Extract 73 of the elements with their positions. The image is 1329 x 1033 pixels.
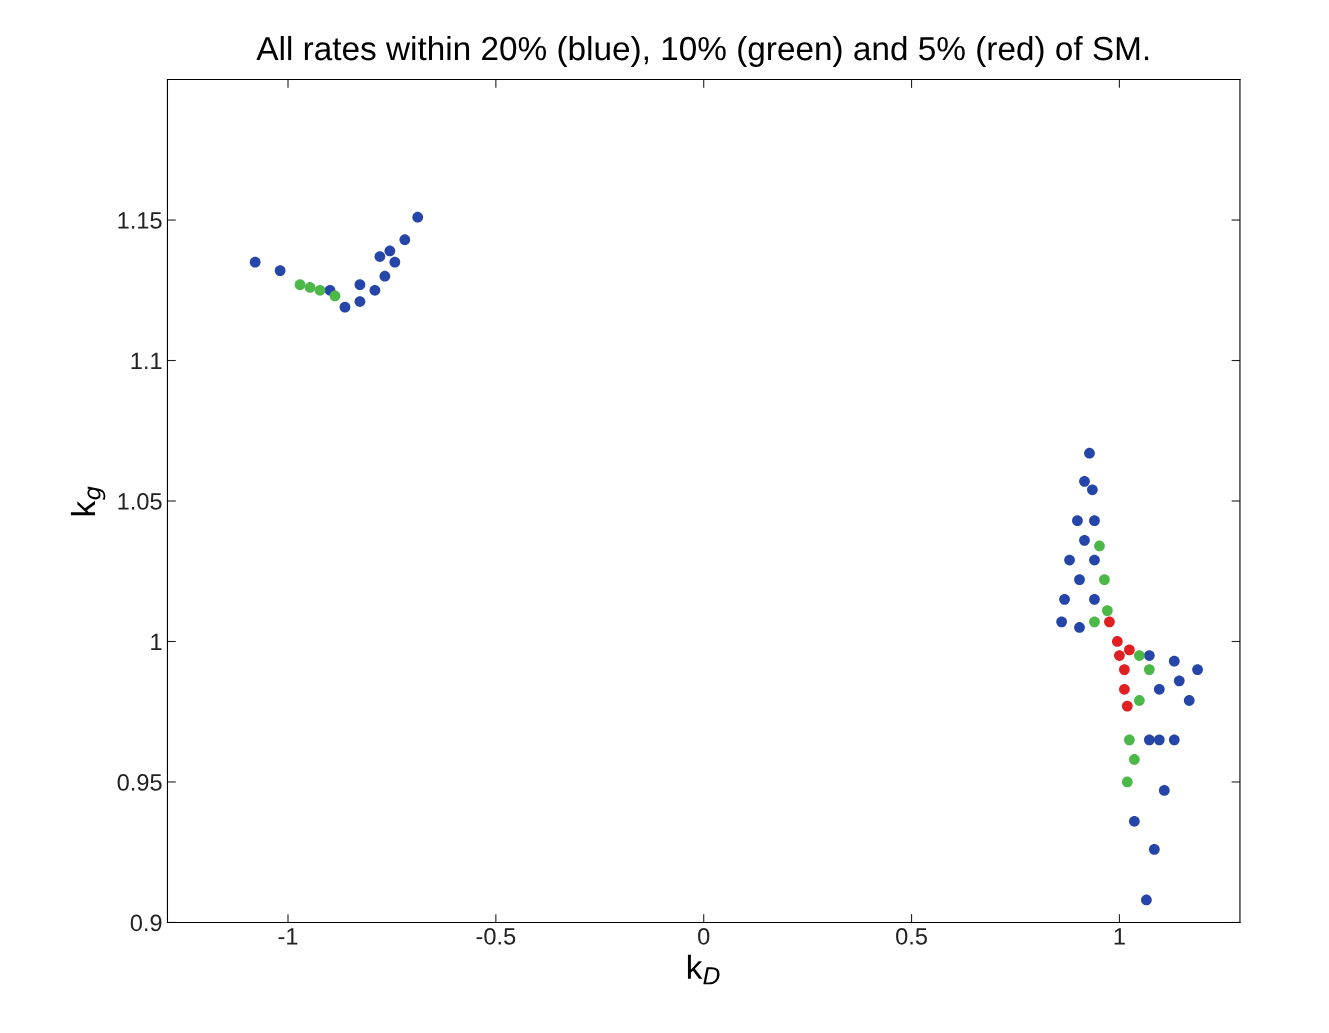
point: [294, 279, 306, 291]
point: [1143, 734, 1155, 746]
point: [329, 290, 341, 302]
point: [399, 234, 411, 246]
y-tick-label: 0.95: [117, 774, 162, 791]
point: [369, 284, 381, 296]
point: [1148, 844, 1160, 855]
x-tick-label: -1: [278, 928, 298, 945]
point: [1133, 695, 1145, 706]
point: [1084, 447, 1095, 459]
point: [1128, 815, 1140, 827]
point: [1079, 475, 1090, 487]
point: [1183, 695, 1195, 706]
point: [1114, 650, 1125, 661]
point: [1074, 622, 1085, 633]
point: [354, 296, 366, 307]
point: [1079, 534, 1090, 546]
point: [1133, 650, 1145, 661]
point: [1104, 616, 1115, 628]
y-axis-title: k$_{g}$: [70, 486, 106, 516]
point: [1173, 675, 1185, 687]
point: [1153, 734, 1165, 746]
x-tick-label: -0.5: [476, 927, 516, 945]
point: [1124, 734, 1135, 746]
point: [1074, 574, 1085, 586]
point: [1089, 616, 1100, 628]
point: [1168, 734, 1180, 746]
point: [1119, 683, 1130, 695]
point: [314, 284, 326, 296]
point: [1158, 785, 1170, 796]
point: [354, 279, 366, 291]
point: [1089, 554, 1100, 566]
point: [1124, 644, 1135, 656]
point: [1121, 700, 1133, 712]
y-tick-label: 1.15: [118, 212, 162, 229]
point: [1099, 574, 1110, 586]
point: [1121, 776, 1133, 788]
point: [412, 211, 424, 223]
point: [1168, 655, 1180, 667]
point: [1094, 540, 1105, 552]
point: [1119, 664, 1130, 675]
x-axis-title: k$_{D}$: [687, 954, 720, 985]
x-tick-label: 1: [1114, 928, 1125, 945]
y-tick-label: 1.05: [118, 493, 162, 510]
point: [249, 256, 261, 268]
point: [389, 256, 401, 268]
point: [384, 245, 396, 257]
point: [304, 282, 316, 293]
point: [1143, 650, 1155, 661]
point: [379, 270, 391, 282]
x-tick-label: 0: [698, 927, 710, 945]
point: [374, 251, 386, 262]
point: [1064, 554, 1075, 566]
point: [339, 301, 351, 313]
y-tick-label: 1: [151, 633, 162, 651]
point: [1141, 894, 1152, 906]
y-tick-label: 0.9: [130, 914, 162, 932]
point: [1192, 664, 1203, 675]
point: [1153, 683, 1165, 695]
point: [274, 265, 286, 276]
point: [1143, 664, 1155, 675]
point: [1089, 593, 1100, 605]
point: [1089, 515, 1100, 527]
point: [1101, 605, 1113, 616]
y-tick-label: 1.1: [131, 352, 162, 370]
chart-title: All rates within 20% (blue), 10% (green) and 5% (red) of SM.: [256, 35, 1149, 68]
point: [1128, 754, 1140, 765]
point: [1072, 515, 1083, 527]
point: [1059, 593, 1070, 605]
point: [1056, 616, 1067, 628]
point: [1111, 636, 1123, 647]
x-tick-label: 0.5: [896, 927, 927, 945]
point: [1087, 484, 1098, 496]
